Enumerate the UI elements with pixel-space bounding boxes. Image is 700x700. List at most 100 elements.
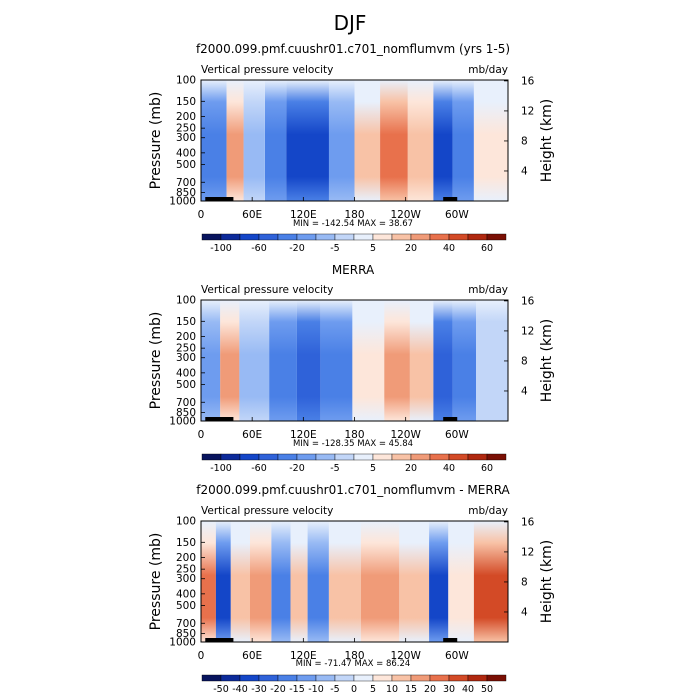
colorbar-label: 30: [443, 684, 455, 695]
field-column: [296, 300, 321, 421]
colorbar-swatch: [467, 453, 488, 461]
y-tick-label: 250: [176, 343, 196, 355]
field-column: [201, 521, 216, 642]
colorbar-swatch: [353, 674, 374, 682]
colorbar-swatch: [258, 233, 279, 241]
y-right-tick-label: 8: [521, 576, 528, 588]
field-column: [354, 80, 381, 201]
y-tick-label: 500: [176, 600, 196, 612]
colorbar-label: -100: [210, 243, 232, 254]
terrain-block: [205, 417, 234, 421]
colorbar-swatch: [429, 233, 450, 241]
y-tick-label: 700: [176, 177, 196, 189]
y-tick-label: 250: [176, 564, 196, 576]
y-right-tick-label: 8: [521, 355, 528, 367]
field-column: [290, 521, 308, 642]
field-column: [230, 521, 250, 642]
colorbar-swatch: [239, 674, 260, 682]
x-tick-label: 60W: [445, 650, 469, 662]
x-tick-label: 120E: [290, 209, 317, 221]
colorbar-swatch: [296, 453, 317, 461]
y-right-tick-label: 12: [521, 546, 534, 558]
panel-subtitle-right: mb/day: [468, 64, 508, 76]
colorbar-swatch: [486, 674, 507, 682]
y-tick-label: 400: [176, 147, 196, 159]
colorbar-swatch: [296, 233, 317, 241]
panel-title: MERRA: [332, 263, 375, 277]
terrain-block: [443, 417, 457, 421]
colorbar: -50 -40 -30 -20 -15 -10 -5 0 5 10 15 20 30 40 50: [201, 674, 507, 695]
panel-title: f2000.099.pmf.cuushr01.c701_nomflumvm - …: [196, 483, 510, 497]
panel-subtitle-left: Vertical pressure velocity: [201, 64, 333, 76]
x-tick-label: 180: [344, 209, 364, 221]
y-axis-right-label: Height (km): [539, 319, 555, 402]
field-column: [399, 521, 430, 642]
colorbar-swatch: [258, 674, 279, 682]
x-tick-label: 60W: [445, 429, 469, 441]
x-tick-label: 120W: [390, 650, 421, 662]
y-right-tick-label: 4: [521, 385, 528, 397]
min-max-stats: MIN = -71.47 MAX = 86.24: [296, 659, 411, 669]
x-tick-label: 60E: [242, 209, 262, 221]
colorbar-label: 40: [443, 243, 455, 254]
colorbar-label: -30: [251, 684, 267, 695]
colorbar-swatch: [372, 674, 393, 682]
colorbar-swatch: [201, 674, 222, 682]
field-column: [433, 300, 453, 421]
field-column: [215, 521, 231, 642]
y-right-tick-label: 16: [521, 295, 535, 307]
colorbar-swatch: [429, 674, 450, 682]
colorbar-swatch: [429, 453, 450, 461]
panel-model: f2000.099.pmf.cuushr01.c701_nomflumvm (y…: [148, 42, 555, 254]
field-layer: [201, 80, 508, 201]
y-axis-label: Pressure (mb): [148, 312, 164, 410]
field-column: [433, 80, 453, 201]
colorbar-label: 40: [462, 684, 474, 695]
colorbar-label: -20: [289, 243, 305, 254]
x-tick-label: 120W: [390, 209, 421, 221]
y-tick-label: 850: [176, 407, 196, 419]
y-tick-label: 150: [176, 537, 196, 549]
colorbar-swatch: [239, 233, 260, 241]
colorbar-swatch: [201, 453, 222, 461]
panel-subtitle-left: Vertical pressure velocity: [201, 284, 333, 296]
colorbar-swatch: [296, 674, 317, 682]
colorbar-swatch: [410, 233, 431, 241]
colorbar-swatch: [315, 674, 336, 682]
field-column: [265, 80, 287, 201]
x-tick-label: 180: [344, 429, 364, 441]
field-column: [360, 521, 400, 642]
field-column: [473, 521, 508, 642]
terrain-layer: [205, 417, 457, 421]
terrain-block: [205, 197, 234, 201]
colorbar-swatch: [467, 674, 488, 682]
field-column: [328, 521, 361, 642]
field-column: [239, 300, 270, 421]
colorbar-label: -40: [232, 684, 248, 695]
field-column: [409, 300, 434, 421]
y-tick-label: 100: [176, 516, 196, 528]
colorbar-swatch: [410, 674, 431, 682]
colorbar-label: 40: [443, 463, 455, 474]
y-axis-label: Pressure (mb): [148, 533, 164, 631]
colorbar-swatch: [258, 453, 279, 461]
field-column: [201, 300, 221, 421]
colorbar-swatch: [391, 674, 412, 682]
y-tick-label: 400: [176, 367, 196, 379]
colorbar-swatch: [353, 233, 374, 241]
y-axis-right-label: Height (km): [539, 99, 555, 182]
x-tick-label: 0: [198, 209, 205, 221]
colorbar-label: 20: [405, 243, 417, 254]
y-tick-label: 200: [176, 331, 196, 343]
panel-title: f2000.099.pmf.cuushr01.c701_nomflumvm (y…: [196, 42, 510, 56]
colorbar-label: 50: [481, 684, 493, 695]
y-right-tick-label: 12: [521, 325, 534, 337]
field-column: [380, 80, 408, 201]
field-column: [250, 521, 272, 642]
x-tick-label: 60W: [445, 209, 469, 221]
colorbar-label: -10: [308, 684, 324, 695]
colorbar-swatch: [372, 453, 393, 461]
x-tick-label: 120E: [290, 429, 317, 441]
field-column: [307, 521, 329, 642]
